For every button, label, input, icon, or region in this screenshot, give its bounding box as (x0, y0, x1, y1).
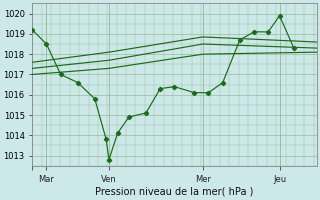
X-axis label: Pression niveau de la mer( hPa ): Pression niveau de la mer( hPa ) (95, 187, 253, 197)
